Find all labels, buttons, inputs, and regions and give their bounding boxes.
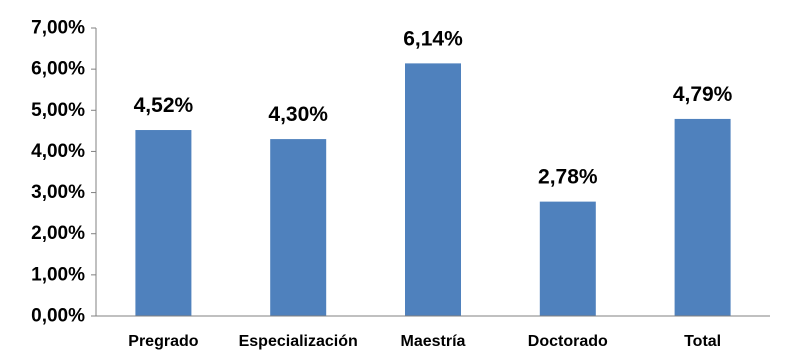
x-category-label-0: Pregrado — [128, 333, 198, 350]
bar-1 — [270, 139, 327, 316]
bar-0 — [135, 130, 192, 316]
y-tick-label: 7,00% — [31, 18, 85, 39]
y-tick-label: 6,00% — [31, 59, 85, 80]
bar-3 — [539, 201, 596, 316]
bar-4 — [674, 118, 731, 316]
x-category-label-2: Maestría — [401, 333, 466, 350]
x-axis-labels: Pregrado Especialización Maestría Doctorado… — [128, 333, 721, 350]
y-tick-label: 3,00% — [31, 182, 85, 203]
x-category-label-3: Doctorado — [528, 333, 608, 350]
x-category-label-1: Especialización — [239, 333, 358, 350]
y-tick-label: 0,00% — [31, 306, 85, 327]
y-axis-ticks: 0,00% 1,00% 2,00% 3,00% 4,00% 5,00% 6,00% 7,00% — [31, 18, 96, 327]
data-label-1: 4,30% — [268, 103, 328, 126]
y-tick-label: 4,00% — [31, 141, 85, 162]
data-label-0: 4,52% — [134, 94, 194, 117]
data-label-3: 2,78% — [538, 166, 598, 189]
data-label-2: 6,14% — [403, 27, 463, 50]
y-tick-label: 2,00% — [31, 223, 85, 244]
y-tick-label: 5,00% — [31, 100, 85, 121]
bar-2 — [405, 63, 461, 316]
y-tick-label: 1,00% — [31, 264, 85, 285]
bar-series — [135, 63, 731, 316]
x-category-label-4: Total — [684, 333, 721, 350]
data-label-4: 4,79% — [673, 83, 733, 106]
data-labels: 4,52% 4,30% 6,14% 2,78% 4,79% — [134, 27, 733, 188]
